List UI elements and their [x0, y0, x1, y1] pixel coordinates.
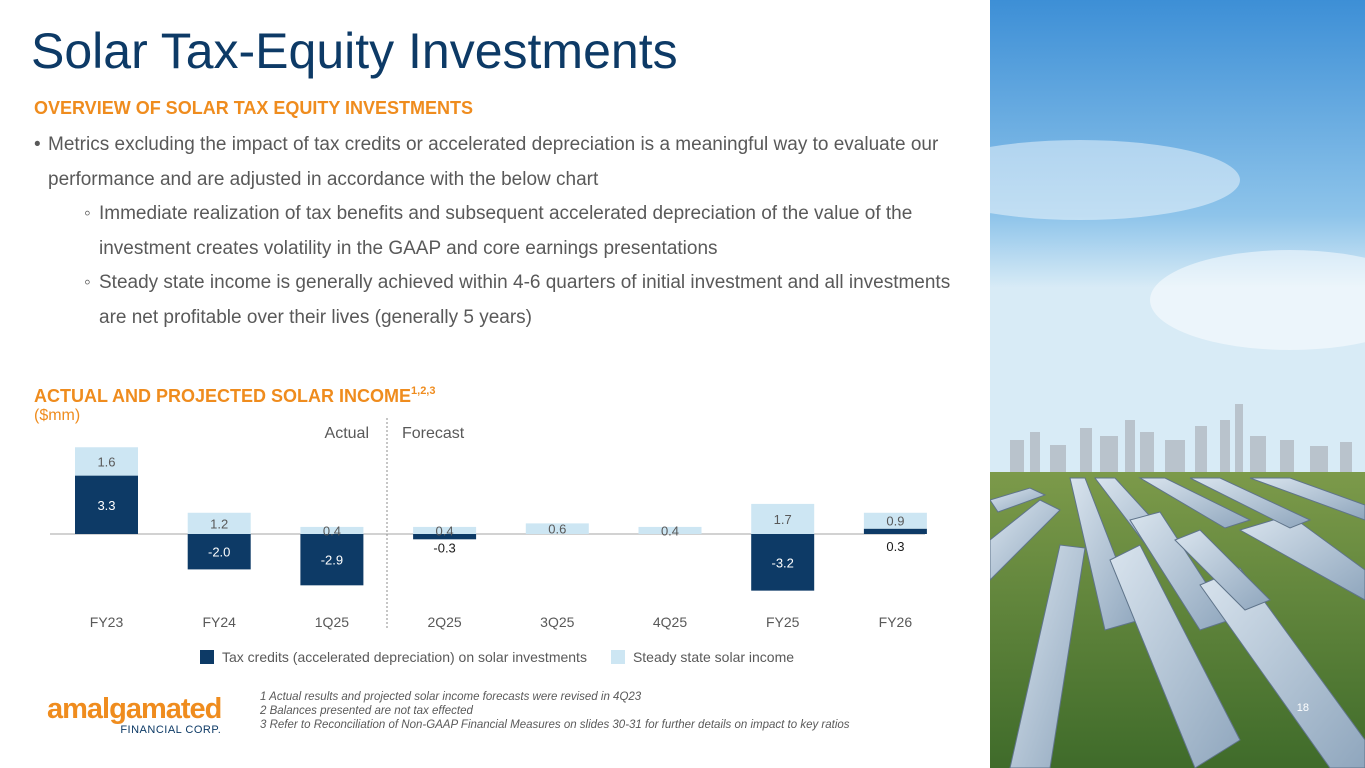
solar-income-chart: Actual Forecast 3.3 1.6 FY23 -2.0 1.2 FY24 -2.…	[50, 418, 927, 630]
solar-farm-photo	[990, 0, 1365, 768]
chart-heading-text: ACTUAL AND PROJECTED SOLAR INCOME	[34, 386, 412, 406]
category-label-fy26: FY26	[879, 614, 913, 630]
data-label-tax-credits-fy26: 0.3	[886, 539, 904, 554]
bar-tax-credits-fy26	[863, 528, 927, 534]
logo-subtitle: FINANCIAL CORP.	[120, 724, 222, 736]
bar-tax-credits-2q25	[413, 534, 477, 540]
data-label-tax-credits-fy24: -2.0	[208, 545, 230, 560]
data-label-steady-state-fy25: 1.7	[774, 512, 792, 527]
chart-heading: ACTUAL AND PROJECTED SOLAR INCOME1,2,3	[34, 385, 435, 407]
bullet-list: Metrics excluding the impact of tax cred…	[34, 128, 954, 335]
data-label-steady-state-4q25: 0.4	[661, 523, 679, 538]
bar-steady-state-4q25	[638, 526, 702, 534]
footnote-3: 3 Refer to Reconciliation of Non-GAAP Fi…	[260, 719, 850, 731]
bar-steady-state-fy26	[863, 512, 927, 529]
bars-layer: 3.3 1.6 FY23 -2.0 1.2 FY24 -2.9 0.4 1Q25 -0.3 0.4 2…	[75, 447, 927, 630]
footnote-1: 1 Actual results and projected solar inc…	[260, 691, 642, 703]
footnotes: 1 Actual results and projected solar inc…	[260, 690, 850, 732]
data-label-tax-credits-fy23: 3.3	[97, 498, 115, 513]
overview-heading: OVERVIEW OF SOLAR TAX EQUITY INVESTMENTS	[34, 98, 474, 118]
legend-item-steady-state: Steady state solar income	[610, 649, 795, 665]
chart-heading-footnote-ref: 1,2,3	[411, 385, 436, 397]
sub-bullet-item: Immediate realization of tax benefits an…	[34, 197, 954, 266]
page-number: 18	[1296, 702, 1309, 714]
category-label-4q25: 4Q25	[653, 614, 687, 630]
data-label-tax-credits-fy25: -3.2	[771, 555, 793, 570]
bar-tax-credits-fy25	[751, 534, 815, 591]
category-label-3q25: 3Q25	[540, 614, 574, 630]
footnote-2: 2 Balances presented are not tax effecte…	[260, 705, 473, 717]
data-label-steady-state-1q25: 0.4	[323, 523, 341, 538]
company-logo: amalgamated FINANCIAL CORP.	[47, 693, 222, 736]
data-label-steady-state-2q25: 0.4	[436, 523, 454, 538]
logo-wordmark: amalgamated	[47, 693, 222, 725]
bar-steady-state-fy25	[751, 503, 815, 534]
data-label-steady-state-fy23: 1.6	[97, 454, 115, 469]
page-title: Solar Tax-Equity Investments	[31, 23, 678, 79]
legend-label-steady-state: Steady state solar income	[632, 649, 795, 665]
category-label-fy25: FY25	[766, 614, 800, 630]
category-label-fy23: FY23	[90, 614, 124, 630]
bar-steady-state-3q25	[525, 523, 589, 534]
bar-steady-state-2q25	[413, 526, 477, 534]
category-label-fy24: FY24	[202, 614, 236, 630]
sub-bullet-item: Steady state income is generally achieve…	[34, 266, 954, 335]
bar-tax-credits-fy23	[75, 475, 138, 534]
data-label-steady-state-fy24: 1.2	[210, 516, 228, 531]
category-label-1q25: 1Q25	[315, 614, 349, 630]
data-label-tax-credits-2q25: -0.3	[433, 540, 455, 555]
legend-label-tax-credits: Tax credits (accelerated depreciation) o…	[222, 649, 587, 665]
bar-steady-state-fy24	[187, 512, 251, 534]
bullet-item: Metrics excluding the impact of tax cred…	[34, 128, 954, 197]
bar-tax-credits-fy24	[187, 534, 251, 570]
bar-steady-state-1q25	[300, 526, 364, 534]
forecast-label: Forecast	[402, 425, 465, 442]
data-label-steady-state-fy26: 0.9	[886, 514, 904, 529]
chart-units: ($mm)	[34, 407, 81, 424]
actual-label: Actual	[325, 425, 369, 442]
category-label-2q25: 2Q25	[427, 614, 461, 630]
legend-swatch-tax-credits	[200, 650, 214, 664]
legend-swatch-steady-state	[610, 650, 625, 664]
bar-steady-state-fy23	[75, 447, 138, 476]
data-label-tax-credits-1q25: -2.9	[321, 553, 343, 568]
bar-tax-credits-1q25	[300, 534, 364, 586]
data-label-steady-state-3q25: 0.6	[548, 522, 566, 537]
legend-item-tax-credits: Tax credits (accelerated depreciation) o…	[200, 649, 587, 665]
chart-legend: Tax credits (accelerated depreciation) o…	[200, 649, 818, 665]
